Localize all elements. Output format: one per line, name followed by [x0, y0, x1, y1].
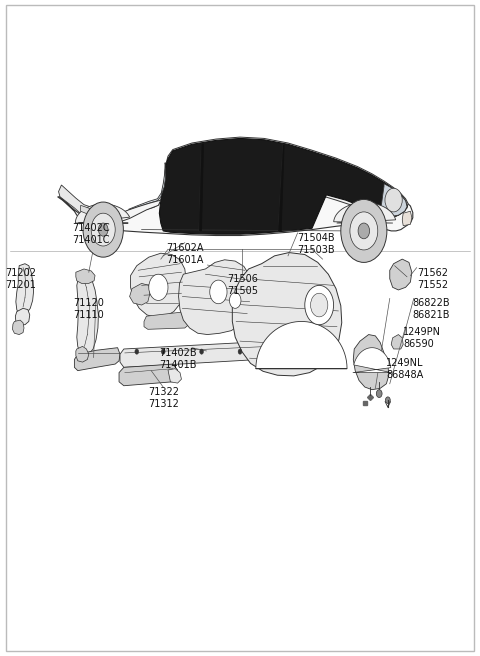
Circle shape [238, 349, 242, 354]
Polygon shape [163, 137, 408, 218]
Polygon shape [74, 348, 120, 371]
Text: 71322
71312: 71322 71312 [148, 387, 179, 409]
Polygon shape [179, 260, 252, 335]
Circle shape [135, 349, 139, 354]
Circle shape [305, 285, 334, 325]
Circle shape [311, 293, 328, 317]
Text: 71504B
71503B: 71504B 71503B [298, 233, 335, 255]
Polygon shape [77, 272, 98, 356]
Text: 71402C
71401C: 71402C 71401C [72, 223, 110, 245]
Polygon shape [75, 204, 130, 223]
Circle shape [376, 390, 382, 398]
Polygon shape [256, 321, 347, 369]
Circle shape [210, 280, 227, 304]
Circle shape [385, 188, 402, 212]
Text: 71402B
71401B: 71402B 71401B [159, 348, 196, 370]
Polygon shape [58, 146, 413, 236]
Text: 71120
71110: 71120 71110 [73, 298, 104, 321]
Polygon shape [334, 203, 396, 223]
Polygon shape [15, 308, 30, 325]
Polygon shape [199, 144, 204, 231]
Text: 86822B
86821B: 86822B 86821B [413, 298, 450, 321]
Polygon shape [144, 312, 190, 329]
Polygon shape [76, 269, 95, 283]
Polygon shape [129, 167, 166, 210]
Polygon shape [12, 320, 24, 335]
Polygon shape [168, 369, 181, 383]
Circle shape [161, 349, 165, 354]
Text: 1249NL
86848A: 1249NL 86848A [386, 358, 424, 380]
Circle shape [83, 202, 123, 257]
Polygon shape [59, 185, 103, 222]
Polygon shape [130, 283, 150, 305]
Polygon shape [120, 341, 275, 367]
Polygon shape [390, 259, 412, 290]
Polygon shape [232, 253, 342, 376]
Text: 71562
71552: 71562 71552 [418, 268, 449, 290]
Polygon shape [391, 335, 403, 349]
Polygon shape [380, 184, 407, 216]
Circle shape [385, 397, 390, 403]
Polygon shape [353, 335, 389, 390]
Circle shape [200, 349, 204, 354]
Polygon shape [131, 253, 186, 318]
Circle shape [341, 199, 387, 262]
Circle shape [91, 213, 115, 246]
Text: 71602A
71601A: 71602A 71601A [166, 243, 204, 265]
Circle shape [358, 223, 370, 239]
Polygon shape [81, 205, 94, 215]
Text: 71506
71505: 71506 71505 [227, 274, 258, 297]
Text: 71202
71201: 71202 71201 [5, 268, 36, 290]
FancyBboxPatch shape [6, 5, 474, 651]
Polygon shape [16, 264, 34, 316]
Circle shape [260, 349, 264, 354]
Circle shape [98, 223, 108, 236]
Polygon shape [402, 211, 412, 226]
Polygon shape [119, 364, 178, 386]
Polygon shape [84, 200, 161, 224]
Text: 1249PN
86590: 1249PN 86590 [403, 327, 441, 349]
Polygon shape [76, 346, 89, 362]
Polygon shape [353, 348, 391, 373]
Circle shape [350, 212, 378, 250]
Polygon shape [278, 145, 284, 231]
Polygon shape [159, 138, 407, 234]
Circle shape [149, 274, 168, 300]
Circle shape [229, 293, 241, 308]
